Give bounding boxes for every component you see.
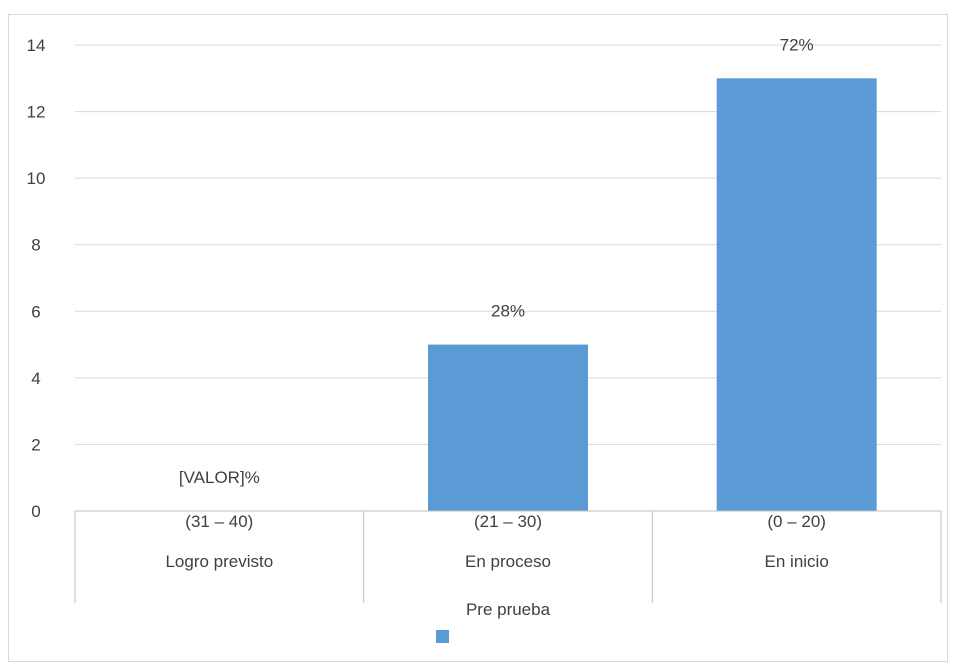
bars — [428, 78, 877, 512]
data-labels: [VALOR]% 28% 72% — [179, 35, 814, 487]
y-tick-label: 6 — [31, 302, 40, 321]
data-label: 72% — [780, 35, 814, 54]
legend-label: Pre prueba — [466, 600, 551, 619]
y-tick-label: 2 — [31, 435, 40, 454]
y-axis-ticks: 0 2 4 6 8 10 12 14 — [27, 36, 46, 521]
x-tick-label: (0 – 20) — [767, 512, 826, 531]
y-tick-label: 4 — [31, 369, 40, 388]
legend-swatch — [436, 630, 449, 643]
y-tick-label: 0 — [31, 502, 40, 521]
x-group-label: En inicio — [765, 552, 829, 571]
x-axis: (31 – 40) Logro previsto (21 – 30) En proce… — [74, 510, 942, 603]
y-tick-label: 12 — [27, 103, 46, 122]
data-label: 28% — [491, 302, 525, 321]
x-group-label: En proceso — [465, 552, 551, 571]
y-tick-label: 8 — [31, 236, 40, 255]
y-tick-label: 10 — [27, 169, 46, 188]
x-tick-label: (21 – 30) — [474, 512, 542, 531]
bar — [716, 78, 877, 512]
x-tick-label: (31 – 40) — [185, 512, 253, 531]
legend: Pre prueba — [436, 600, 551, 643]
data-label: [VALOR]% — [179, 468, 260, 487]
bar — [428, 344, 588, 511]
x-group-label: Logro previsto — [165, 552, 273, 571]
y-tick-label: 14 — [27, 36, 46, 55]
